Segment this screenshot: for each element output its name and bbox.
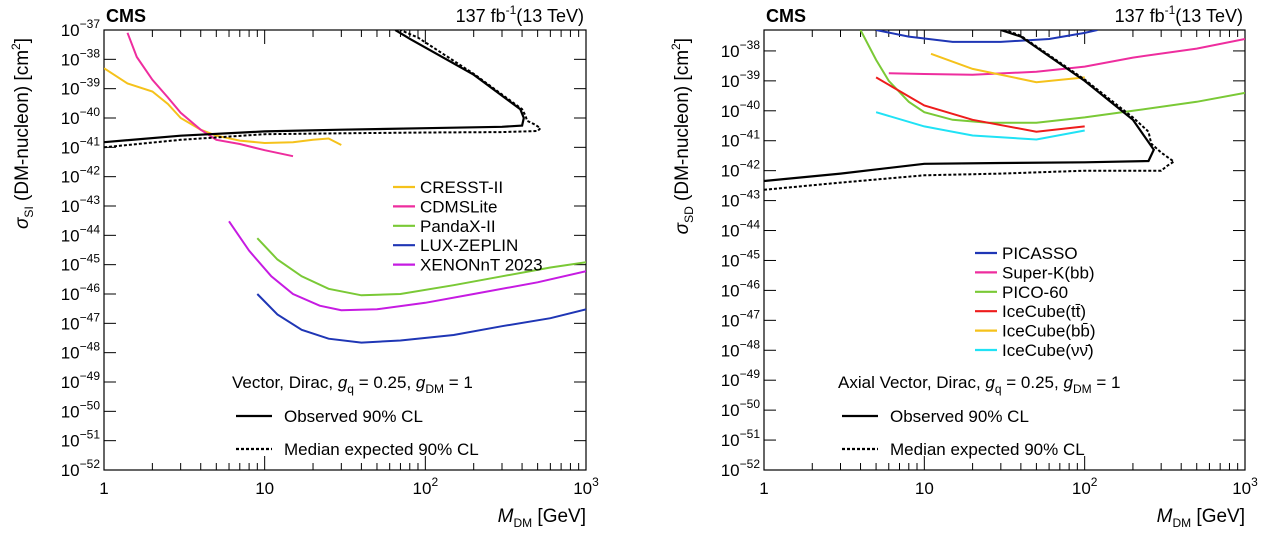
series-line-3: [859, 30, 1245, 124]
legend-label: IceCube(νν̄): [1002, 341, 1094, 360]
legend-label: XENONnT 2023: [420, 256, 543, 275]
legend-label: CRESST-II: [420, 178, 503, 197]
legend-label: Median expected 90% CL: [284, 440, 479, 459]
y-tick-label: 10−42: [61, 164, 101, 187]
plot-area: [764, 30, 1245, 191]
y-tick-label: 10−52: [61, 457, 101, 480]
y-tick-label: 10−48: [61, 340, 101, 363]
y-tick-label: 10−46: [61, 281, 101, 304]
y-tick-label: 10−45: [61, 252, 101, 275]
series-line-6: [875, 111, 1085, 141]
legend-label: PandaX-II: [420, 217, 496, 236]
y-axis-label: σSD (DM-nucleon) [cm2]: [669, 38, 696, 234]
y-tick-label: 10−38: [721, 38, 761, 61]
y-tick-label: 10−50: [721, 397, 761, 420]
expected-limit-line: [764, 30, 1176, 191]
x-tick-label: 103: [573, 475, 599, 498]
series-line-1: [104, 67, 342, 146]
series-line-1: [875, 30, 1098, 43]
chart-panel-2: 1 10 102 103 10−52 10−51 10−50 10−49 10−48 10−47 1…: [669, 3, 1258, 530]
legend-label: LUX-ZEPLIN: [420, 236, 518, 255]
axis-ticks: [103, 29, 586, 471]
x-tick-label: 102: [413, 475, 439, 498]
y-tick-label: 10−51: [721, 427, 761, 450]
series-line-5: [228, 220, 586, 312]
model-parameters: Axial Vector, Dirac, gq = 0.25, gDM = 1: [838, 373, 1120, 396]
legend-label: Median expected 90% CL: [890, 440, 1085, 459]
chart-panel-1: 1 10 102 103 10−52 10−51 10−50 10−49 10−48 10−47 1…: [9, 3, 599, 530]
legend-label: Observed 90% CL: [890, 407, 1029, 426]
y-tick-label: 10−42: [721, 158, 761, 181]
y-tick-label: 10−49: [721, 367, 761, 390]
y-tick-label: 10−52: [721, 457, 761, 480]
y-tick-label: 10−51: [61, 428, 101, 451]
y-tick-label: 10−38: [61, 46, 101, 69]
luminosity-label: 137 fb-1(13 TeV): [456, 3, 584, 26]
series-line-4: [875, 76, 1085, 133]
x-tick-label: 1: [759, 479, 768, 498]
legend-label: Observed 90% CL: [284, 407, 423, 426]
y-tick-label: 10−48: [721, 337, 761, 360]
y-tick-label: 10−46: [721, 277, 761, 300]
x-tick-label: 1: [99, 479, 108, 498]
x-tick-label: 10: [255, 479, 274, 498]
x-tick-label: 103: [1232, 475, 1258, 498]
legend-label: IceCube(bb̄): [1002, 322, 1096, 341]
y-tick-label: 10−41: [61, 134, 101, 157]
x-axis-label: MDM [GeV]: [498, 506, 586, 530]
axis-ticks: [763, 30, 1245, 471]
y-tick-label: 10−47: [61, 310, 101, 333]
y-tick-label: 10−40: [721, 98, 761, 121]
legend-label: PICO-60: [1002, 283, 1068, 302]
y-tick-label: 10−44: [721, 218, 761, 241]
x-tick-label: 102: [1072, 475, 1098, 498]
y-tick-label: 10−37: [61, 17, 101, 40]
series-line-5: [930, 52, 1085, 84]
luminosity-label: 137 fb-1(13 TeV): [1115, 3, 1243, 26]
legend-label: IceCube(tt̄): [1002, 302, 1086, 321]
plot-frame: [103, 29, 587, 471]
series-line-3: [256, 237, 586, 297]
cms-label: CMS: [766, 6, 806, 26]
y-axis-label: σSI (DM-nucleon) [cm2]: [9, 38, 36, 229]
y-tick-label: 10−50: [61, 398, 101, 421]
series-line-2: [126, 32, 294, 158]
series-line-4: [256, 293, 586, 344]
y-tick-label: 10−40: [61, 105, 101, 128]
legend-label: Super-K(bb): [1002, 263, 1095, 282]
y-tick-label: 10−41: [721, 128, 761, 151]
y-tick-label: 10−44: [61, 222, 101, 245]
plot-frame: [763, 29, 1246, 471]
observed-limit-line: [764, 30, 1156, 183]
y-tick-label: 10−39: [61, 76, 101, 99]
x-tick-label: 10: [915, 479, 934, 498]
x-axis-label: MDM [GeV]: [1157, 506, 1245, 530]
cms-label: CMS: [106, 6, 146, 26]
y-tick-label: 10−39: [721, 68, 761, 91]
legend-label: CDMSLite: [420, 197, 497, 216]
model-parameters: Vector, Dirac, gq = 0.25, gDM = 1: [232, 373, 473, 396]
plot-area: [104, 30, 586, 344]
y-tick-label: 10−45: [721, 247, 761, 270]
y-tick-label: 10−49: [61, 369, 101, 392]
legend-label: PICASSO: [1002, 244, 1078, 263]
y-tick-label: 10−43: [721, 188, 761, 211]
observed-limit-line: [104, 30, 525, 144]
series-line-2: [888, 38, 1245, 76]
y-tick-label: 10−47: [721, 307, 761, 330]
y-tick-label: 10−43: [61, 193, 101, 216]
